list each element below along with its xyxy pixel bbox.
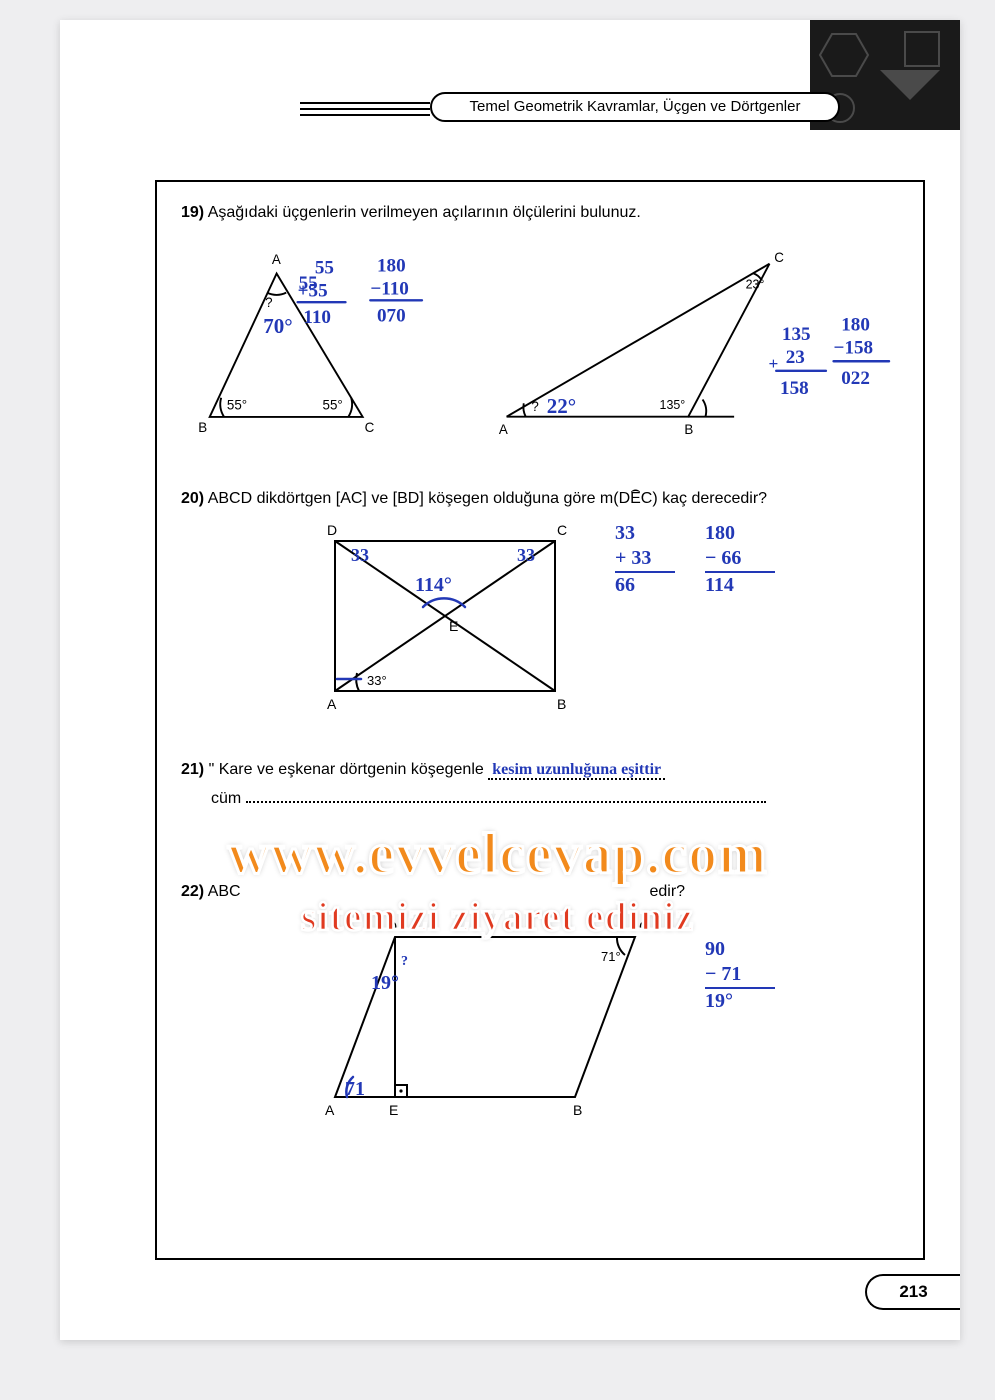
svg-text:C: C [557, 522, 567, 538]
q21-text-pre: " Kare ve eşkenar dörtgenin köşegenle [209, 761, 484, 778]
svg-text:B: B [573, 1102, 582, 1118]
svg-text:B: B [557, 696, 566, 712]
svg-text:+: + [769, 354, 779, 373]
svg-text:19°: 19° [371, 972, 399, 994]
svg-text:A: A [327, 696, 337, 712]
svg-text:33°: 33° [367, 673, 387, 688]
svg-text:−110: −110 [370, 279, 409, 300]
svg-text:D: D [387, 918, 397, 934]
question-20: 20) ABCD dikdörtgen [AC] ve [BD] köşegen… [181, 488, 899, 720]
question-21: 21) " Kare ve eşkenar dörtgenin köşegenl… [181, 759, 899, 811]
chapter-banner: Temel Geometrik Kavramlar, Üçgen ve Dört… [300, 92, 840, 126]
q20-calc-2: 180 − 66 114 [705, 521, 775, 598]
q22-figure: D C A B E 71° ? 19° 71 [305, 917, 665, 1127]
svg-text:A: A [325, 1102, 335, 1118]
q21-blank [246, 787, 766, 803]
svg-text:23: 23 [786, 348, 805, 369]
svg-text:23°: 23° [746, 278, 765, 292]
svg-text:180: 180 [842, 315, 871, 336]
svg-text:135: 135 [782, 325, 811, 346]
q19-text: Aşağıdaki üçgenlerin verilmeyen açıların… [208, 204, 641, 221]
svg-text:180: 180 [377, 256, 406, 277]
q22-text-pre: ABC [208, 883, 241, 900]
svg-text:C: C [365, 421, 375, 436]
svg-text:A: A [272, 252, 281, 267]
svg-text:33: 33 [517, 545, 535, 565]
svg-text:070: 070 [377, 306, 406, 327]
svg-text:C: C [775, 250, 785, 265]
q19-figure-left: A B C 55° 55° ? 70° 55 55 +55 110 180 −1… [181, 250, 477, 450]
svg-text:E: E [449, 618, 458, 634]
svg-text:55°: 55° [323, 398, 343, 413]
q20-calc-1: 33 + 33 66 [615, 521, 675, 598]
svg-text:B: B [685, 422, 694, 437]
svg-text:D: D [327, 522, 337, 538]
svg-text:135°: 135° [660, 398, 686, 412]
svg-text:70°: 70° [263, 314, 292, 338]
svg-text:22°: 22° [547, 394, 576, 418]
svg-text:C: C [639, 918, 649, 934]
question-19: 19) Aşağıdaki üçgenlerin verilmeyen açıl… [181, 202, 899, 450]
chapter-title: Temel Geometrik Kavramlar, Üçgen ve Dört… [430, 92, 840, 122]
svg-text:71°: 71° [601, 949, 621, 964]
svg-text:−158: −158 [834, 338, 874, 359]
svg-text:158: 158 [780, 378, 809, 399]
q22-text-post: edir? [650, 883, 686, 900]
q19-number: 19) [181, 204, 204, 221]
question-22: 22) ABC edir? D C A B E 71° [181, 881, 899, 1127]
svg-text:33: 33 [351, 545, 369, 565]
q20-text-post: ) kaç derecedir? [652, 490, 767, 507]
svg-text:55: 55 [315, 258, 334, 279]
page-number: 213 [865, 1274, 960, 1310]
svg-text:110: 110 [303, 308, 331, 329]
q19-figure-right: A B C 23° 135° ? 22° 135 23 158 180 −158… [497, 240, 899, 450]
q21-handwriting: kesim uzunluğuna eşittir [488, 761, 665, 780]
q20-figure: D C A B E 33° 33 33 114° [305, 521, 585, 721]
q21-line2: cüm [211, 790, 241, 807]
q20-number: 20) [181, 490, 204, 507]
svg-text:E: E [389, 1102, 398, 1118]
svg-text:B: B [198, 421, 207, 436]
q22-number: 22) [181, 883, 204, 900]
page: Temel Geometrik Kavramlar, Üçgen ve Dört… [60, 20, 960, 1340]
svg-text:A: A [499, 422, 508, 437]
svg-text:?: ? [265, 295, 272, 310]
svg-text:?: ? [532, 399, 539, 414]
svg-text:114°: 114° [415, 574, 452, 596]
svg-text:?: ? [401, 954, 408, 969]
q20-text-pre: ABCD dikdörtgen [AC] ve [BD] köşegen old… [208, 490, 619, 507]
svg-text:55°: 55° [227, 398, 247, 413]
q21-number: 21) [181, 761, 204, 778]
q22-calc: 90 − 71 19° [705, 937, 775, 1014]
svg-text:022: 022 [842, 369, 871, 390]
content-frame: 19) Aşağıdaki üçgenlerin verilmeyen açıl… [155, 180, 925, 1260]
svg-text:+55: +55 [298, 281, 328, 302]
q20-arc-label: ⌢ DEC [619, 488, 653, 510]
